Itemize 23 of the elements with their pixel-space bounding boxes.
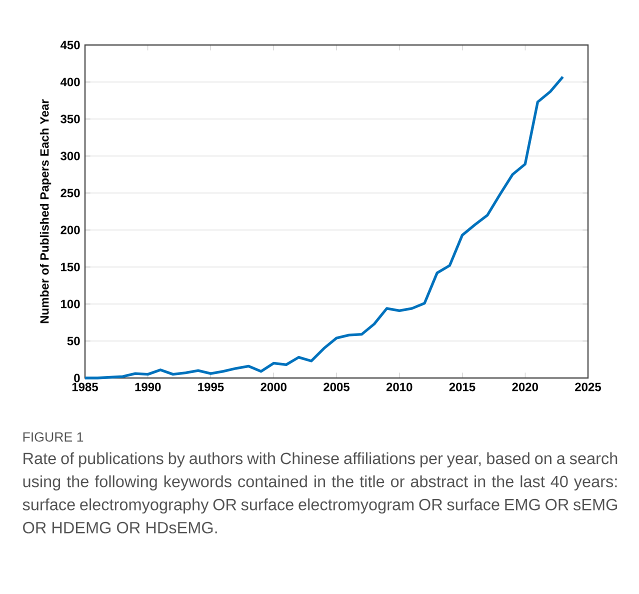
x-tick-label: 2010 bbox=[386, 382, 412, 392]
x-tick-label: 1985 bbox=[72, 382, 98, 392]
y-tick-label: 100 bbox=[61, 300, 80, 308]
y-axis-title: Number of Published Papers Each Year bbox=[40, 99, 52, 324]
x-tick-label: 2020 bbox=[512, 382, 538, 392]
y-tick-label: 50 bbox=[67, 336, 80, 346]
y-tick-label: 400 bbox=[60, 78, 80, 86]
y-tick-label: 250 bbox=[60, 188, 80, 198]
y-tick-label: 300 bbox=[60, 152, 80, 160]
x-tick-label: 1990 bbox=[135, 382, 161, 392]
x-tick-label: 2000 bbox=[260, 382, 286, 392]
caption: FIGURE 1 bbox=[23, 432, 84, 442]
line-series bbox=[84, 75, 564, 380]
x-tick-label: 2015 bbox=[449, 382, 476, 392]
y-tick-label: 450 bbox=[60, 40, 80, 50]
y-tick-label: 200 bbox=[60, 226, 80, 234]
y-tick-label: 150 bbox=[61, 262, 80, 272]
text: Rate of publications by authors with Chinese affiliations per year, based on a search using the following keywords contained in the title or abstract in the last 40 years: surface electromyography OR surface electromyogram OR surface EMG OR sEMG OR HDEMG OR HDsEMG. bbox=[22, 452, 618, 534]
x-tick-label: 2025 bbox=[575, 382, 602, 392]
x-tick-label: 2005 bbox=[324, 382, 350, 392]
y-tick-label: 350 bbox=[60, 114, 80, 124]
y-tick-label: 0 bbox=[74, 374, 80, 382]
x-tick-label: 1995 bbox=[198, 382, 224, 392]
